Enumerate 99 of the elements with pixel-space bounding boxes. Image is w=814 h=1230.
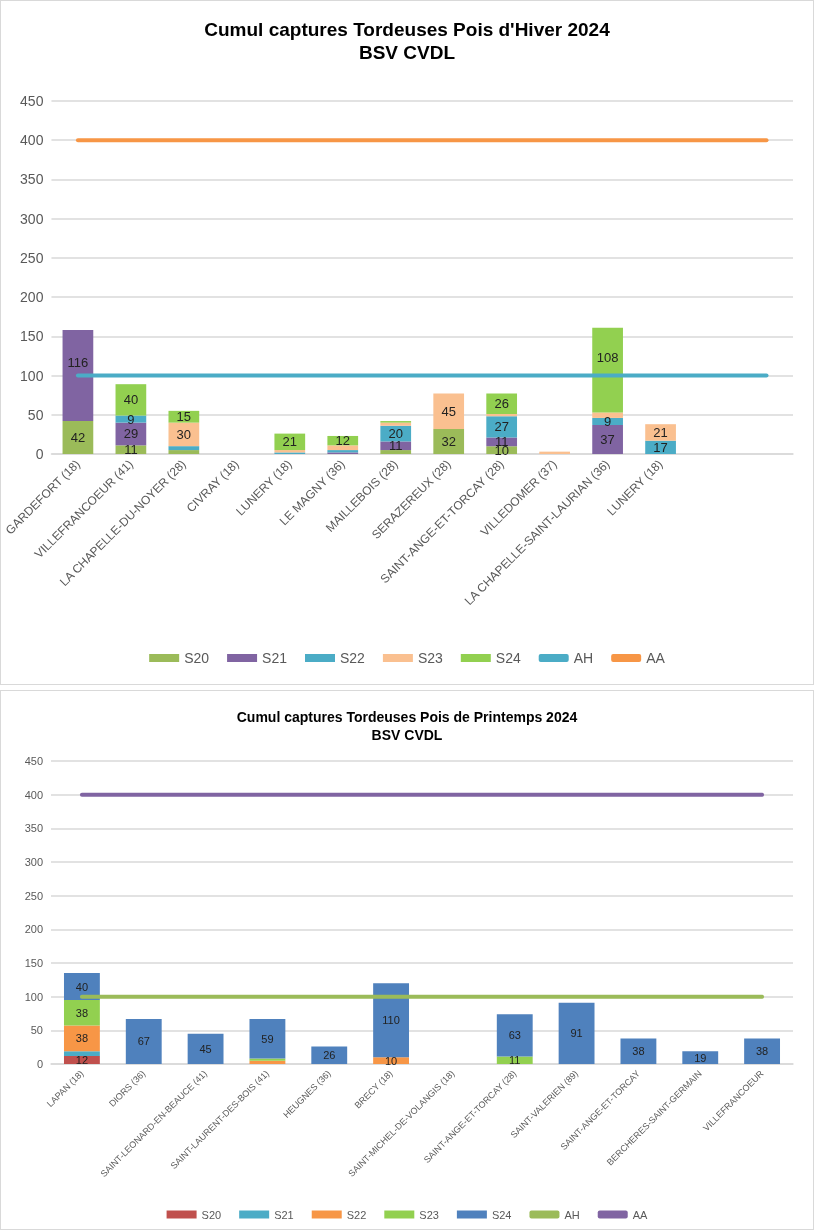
legend-label: S20 — [184, 650, 210, 666]
data-label: 59 — [261, 1032, 274, 1045]
legend-label: AH — [573, 650, 594, 666]
y-tick-label: 0 — [35, 446, 44, 462]
legend-label: S21 — [274, 1208, 294, 1221]
y-tick-label: 400 — [24, 788, 43, 801]
y-tick-label: 450 — [24, 755, 43, 767]
bar — [63, 1000, 100, 1026]
chart-subtitle: BSV CVDL — [371, 727, 443, 743]
y-tick-label: 450 — [20, 93, 44, 109]
bar — [486, 416, 518, 438]
y-tick-label: 100 — [24, 990, 43, 1003]
y-tick-label: 300 — [24, 856, 43, 868]
y-tick-label: 150 — [20, 328, 44, 345]
y-tick-label: 150 — [24, 957, 43, 969]
data-label: 21 — [653, 424, 668, 440]
legend-label: AA — [632, 1208, 649, 1221]
bar — [558, 1002, 595, 1064]
bar — [592, 424, 623, 454]
legend-label: S24 — [491, 1208, 512, 1221]
data-label: 11 — [509, 1054, 521, 1067]
chart-subtitle: BSV CVDL — [358, 42, 456, 63]
data-label: 9 — [127, 411, 135, 427]
data-label: 29 — [123, 426, 139, 442]
data-label: 63 — [508, 1029, 521, 1042]
data-label: 38 — [755, 1045, 769, 1058]
data-label: 37 — [600, 431, 615, 447]
bar — [187, 1033, 224, 1064]
data-label: 110 — [382, 1014, 400, 1027]
data-label: 91 — [570, 1027, 583, 1040]
data-label: 38 — [75, 1006, 89, 1019]
data-label: 67 — [137, 1035, 150, 1048]
data-label: 30 — [176, 426, 192, 442]
bar — [496, 1014, 533, 1057]
legend-label: S20 — [201, 1208, 222, 1221]
y-tick-label: 200 — [20, 289, 44, 306]
y-tick-label: 200 — [24, 923, 43, 936]
y-tick-label: 50 — [27, 406, 44, 423]
bar — [645, 424, 676, 441]
y-tick-label: 0 — [36, 1058, 43, 1070]
data-label: 15 — [176, 409, 192, 425]
legend-label: S22 — [346, 1208, 367, 1221]
bar — [373, 983, 410, 1058]
data-label: 40 — [75, 980, 89, 993]
bar — [380, 450, 412, 454]
bar — [115, 384, 147, 416]
legend-label: S22 — [339, 650, 366, 666]
bar — [327, 445, 359, 451]
data-label: 40 — [123, 392, 139, 408]
y-tick-label: 350 — [24, 822, 43, 835]
data-label: 11 — [124, 442, 138, 458]
data-label: 10 — [384, 1054, 398, 1067]
bar — [592, 412, 623, 418]
data-label: 17 — [653, 439, 668, 455]
bar — [592, 327, 623, 413]
bar — [744, 1038, 781, 1064]
data-label: 38 — [75, 1032, 89, 1045]
y-tick-label: 350 — [20, 171, 44, 188]
y-tick-label: 400 — [20, 132, 44, 149]
bar — [311, 1046, 348, 1064]
bar — [62, 421, 94, 454]
legend-label: S21 — [262, 650, 288, 666]
data-label: 12 — [75, 1053, 89, 1066]
bar — [249, 1018, 286, 1059]
data-label: 108 — [596, 349, 619, 365]
data-label: 9 — [603, 413, 612, 429]
y-tick-label: 300 — [20, 210, 44, 227]
bar — [433, 393, 465, 429]
data-label: 38 — [632, 1045, 645, 1058]
y-tick-label: 100 — [20, 367, 44, 384]
chart-title: Cumul captures Tordeuses Pois d'Hiver 2024 — [204, 19, 611, 40]
bar — [168, 450, 200, 454]
bar — [620, 1038, 657, 1064]
legend-label: AA — [646, 650, 666, 666]
legend-label: S24 — [495, 650, 521, 666]
data-label: 12 — [335, 433, 350, 449]
data-label: 32 — [441, 433, 456, 449]
data-label: 26 — [494, 396, 509, 412]
data-label: 21 — [282, 434, 298, 450]
data-label: 116 — [67, 355, 89, 371]
y-tick-label: 250 — [20, 249, 44, 266]
bar — [682, 1051, 719, 1064]
legend-label: S23 — [417, 650, 444, 666]
legend-label: AH — [564, 1208, 580, 1221]
bar — [63, 1051, 100, 1056]
data-label: 45 — [441, 403, 456, 419]
legend-label: S23 — [419, 1208, 439, 1221]
data-label: 45 — [199, 1042, 212, 1055]
chart-title: Cumul captures Tordeuses Pois de Printemps 2024 — [236, 709, 578, 725]
data-label: 27 — [494, 419, 509, 435]
data-label: 26 — [323, 1049, 336, 1062]
data-label: 42 — [70, 430, 86, 446]
bar — [62, 330, 94, 422]
bar — [63, 1025, 100, 1052]
y-tick-label: 250 — [24, 889, 43, 902]
y-tick-label: 50 — [30, 1024, 43, 1037]
bar — [125, 1018, 162, 1064]
bar — [168, 446, 200, 451]
data-label: 19 — [694, 1051, 707, 1064]
